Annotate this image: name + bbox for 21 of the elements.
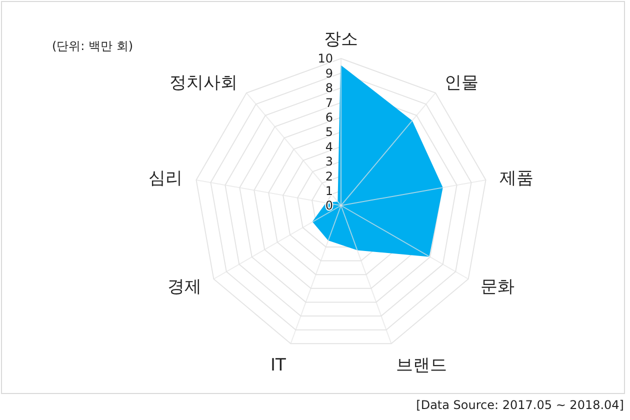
spoke-label: 정치사회 — [170, 73, 238, 94]
spoke-label: 제품 — [500, 168, 534, 188]
spoke-label: 경제 — [168, 276, 202, 297]
y-tick-label: 10 — [318, 52, 333, 66]
y-tick-label: 4 — [325, 140, 333, 154]
text: [Data Source: 2017.05 ~ 2018.04] — [416, 398, 624, 412]
text: (단위: 백만 회) — [52, 39, 134, 53]
spoke-label: IT — [270, 355, 287, 376]
y-tick-label: 3 — [325, 154, 333, 169]
spoke-label: 장소 — [324, 30, 358, 50]
spoke-label: 인물 — [444, 73, 478, 94]
spoke-label: 심리 — [148, 168, 182, 188]
y-tick-label: 5 — [325, 125, 333, 140]
y-tick-label: 9 — [325, 66, 333, 80]
spoke-label: 문화 — [480, 276, 514, 297]
y-tick-label: 8 — [325, 81, 333, 96]
y-tick-label: 7 — [325, 96, 333, 110]
y-tick-label: 1 — [325, 184, 333, 198]
y-tick-label: 2 — [325, 169, 333, 184]
spoke-label: 브랜드 — [396, 355, 448, 376]
y-tick-label: 6 — [325, 110, 333, 124]
